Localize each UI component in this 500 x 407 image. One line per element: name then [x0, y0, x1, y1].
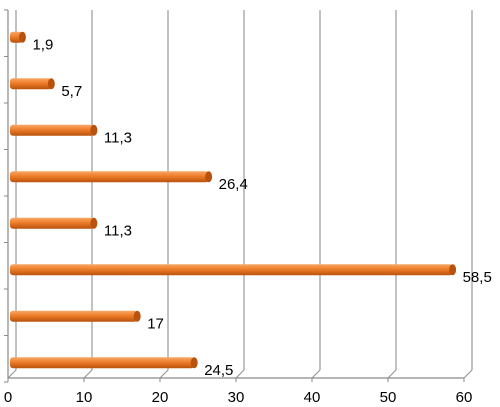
- data-label: 11,3: [104, 129, 132, 146]
- bar: [10, 31, 23, 43]
- bar: [10, 264, 453, 276]
- bar: [10, 217, 94, 229]
- bar-end-cap: [47, 78, 55, 90]
- bar: [10, 171, 209, 183]
- bars: [10, 31, 457, 369]
- gridline-floor: [311, 369, 321, 379]
- x-tick-label: 50: [380, 389, 397, 406]
- x-tick-label: 60: [456, 389, 473, 406]
- data-label: 1,9: [32, 36, 53, 53]
- gridline-floor: [387, 369, 397, 379]
- bar-end-cap: [90, 124, 98, 136]
- bar: [10, 310, 138, 322]
- bar-end-cap: [190, 357, 198, 369]
- x-tick-label: 10: [76, 389, 93, 406]
- x-tick-label: 30: [228, 389, 245, 406]
- gridline-floor: [83, 369, 93, 379]
- data-label: 26,4: [219, 176, 248, 193]
- bar: [10, 357, 195, 369]
- x-tick-labels: 0 10 20 30 40 50 60: [4, 389, 473, 406]
- bar: [10, 124, 94, 136]
- axes: [4, 9, 465, 383]
- x-tick-label: 40: [304, 389, 321, 406]
- data-label: 11,3: [104, 222, 132, 239]
- bar-end-cap: [205, 171, 213, 183]
- data-labels: 1,9 5,7 11,3 26,4 11,3 58,5 17 24,5: [32, 36, 491, 379]
- data-label: 17: [147, 315, 164, 332]
- data-label: 5,7: [61, 83, 82, 100]
- gridline-floor: [159, 369, 169, 379]
- bar-end-cap: [18, 31, 26, 43]
- x-tick-label: 20: [152, 389, 169, 406]
- data-label: 58,5: [463, 269, 492, 286]
- gridlines: [7, 10, 473, 379]
- bar-end-cap: [133, 310, 141, 322]
- gridline-floor: [235, 369, 245, 379]
- x-tick-label: 0: [4, 389, 12, 406]
- gridline-floor: [463, 369, 473, 379]
- bar-end-cap: [449, 264, 457, 276]
- gridline-floor: [7, 369, 17, 379]
- data-label: 24,5: [204, 362, 233, 379]
- bar: [10, 78, 52, 90]
- bar-end-cap: [90, 217, 98, 229]
